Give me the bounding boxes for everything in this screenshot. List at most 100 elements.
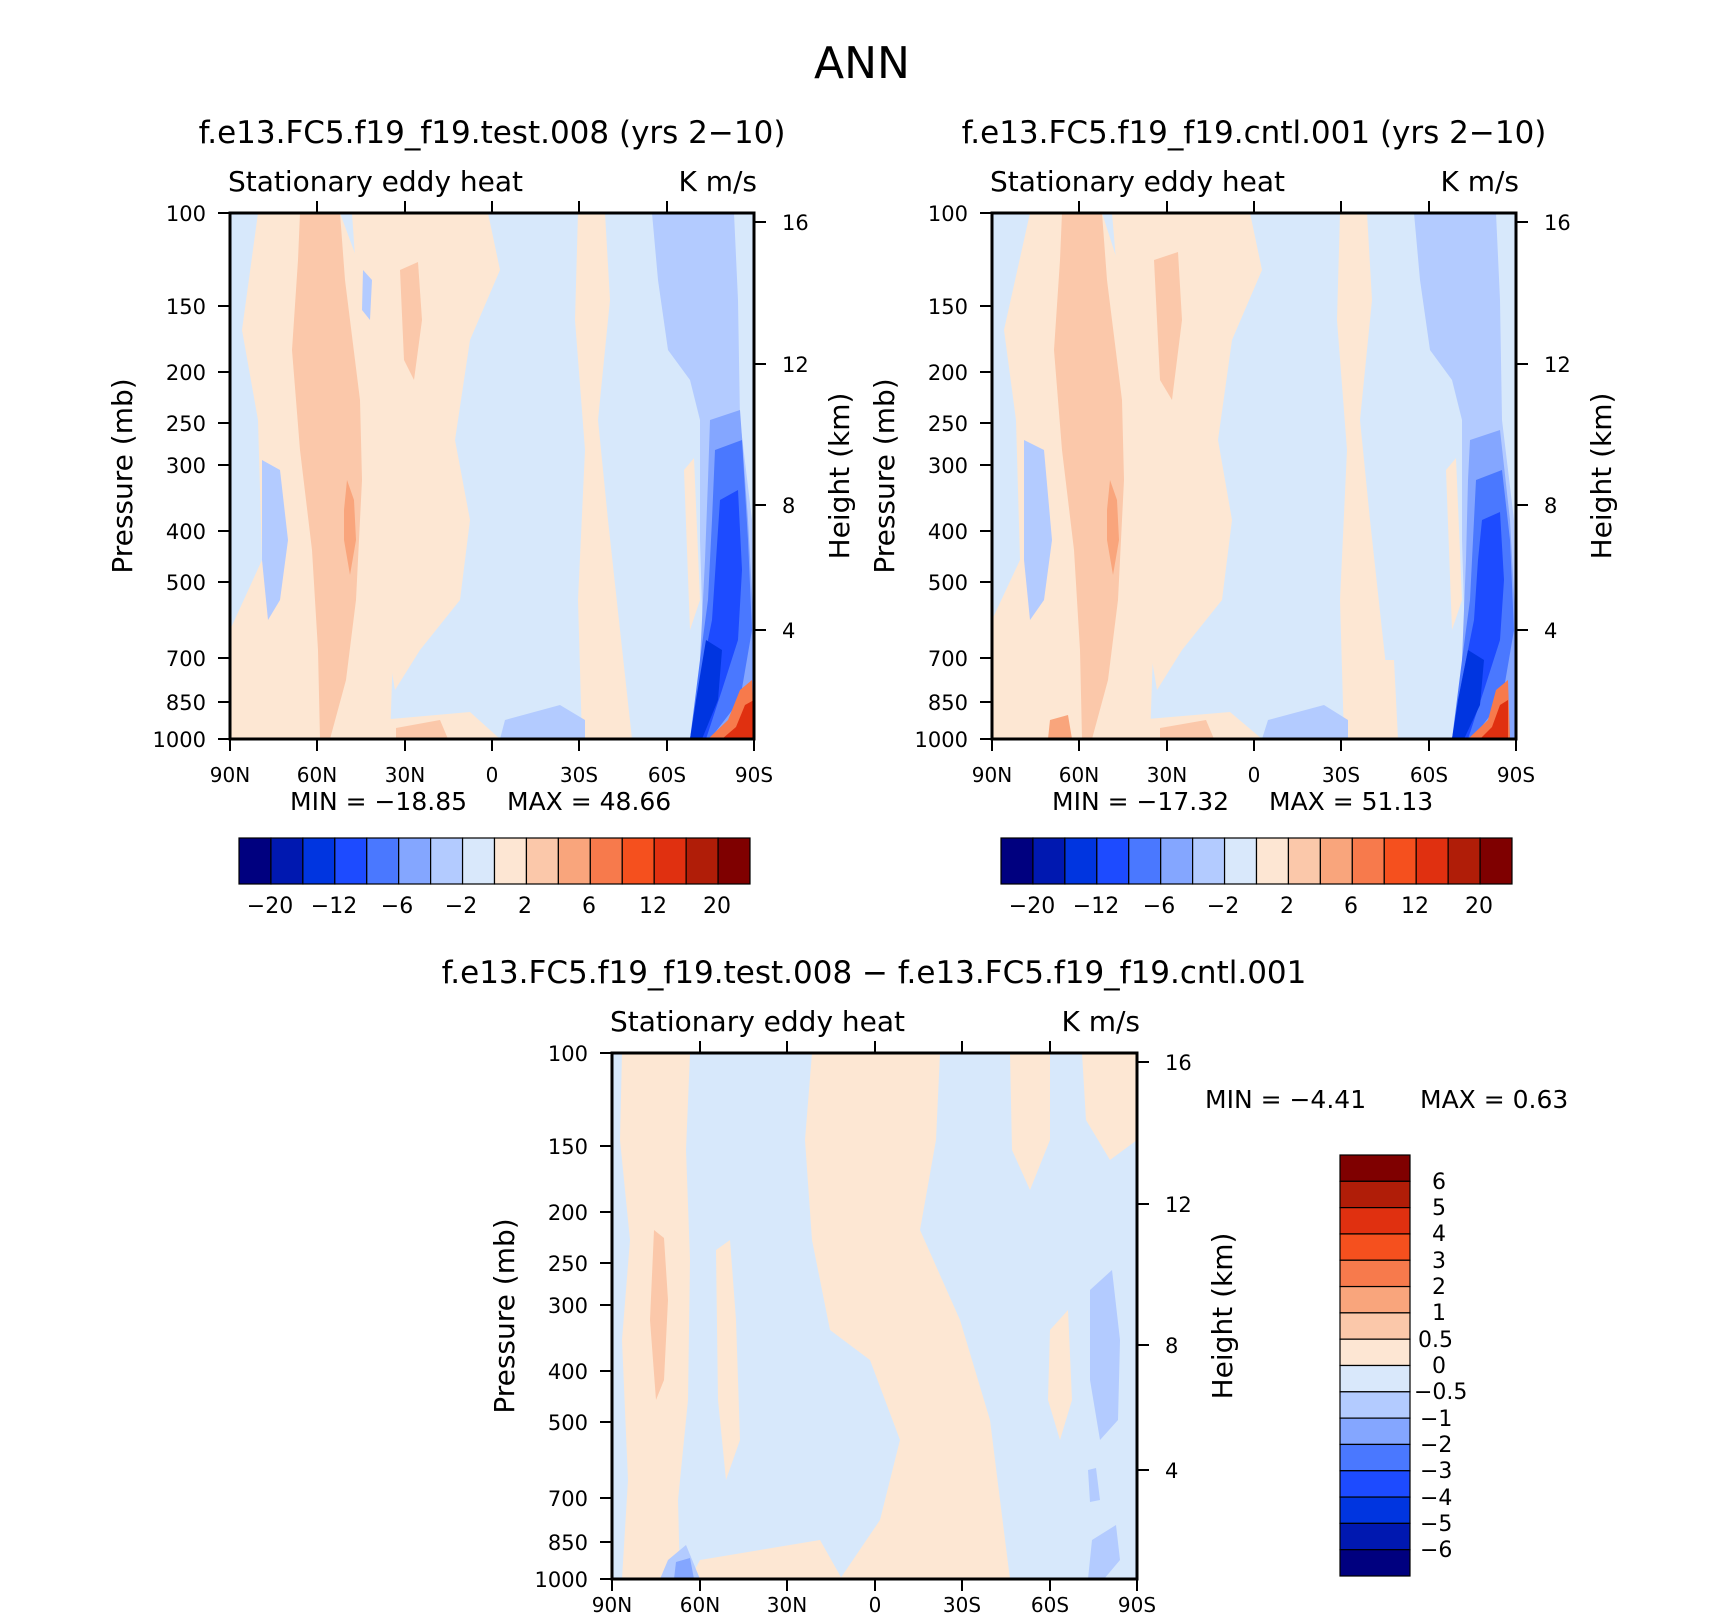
colorbar-label: 6 xyxy=(1344,894,1358,919)
colorbar-swatch xyxy=(1339,1154,1411,1182)
colorbar-label: 2 xyxy=(1280,894,1294,919)
max-value-label: MAX = 0.63 xyxy=(1420,1085,1568,1114)
y-tick-labels-right: 16 12 8 4 xyxy=(1165,1051,1192,1483)
y-tick-label: 300 xyxy=(166,454,206,478)
contour-salmon xyxy=(650,1230,668,1400)
contour-salmon xyxy=(1154,252,1182,400)
x-tick-label: 60N xyxy=(297,763,337,787)
x-tick-label: 30N xyxy=(385,763,425,787)
colorbar-swatch xyxy=(430,837,464,885)
colorbar-swatch xyxy=(1064,837,1098,885)
height-tick-label: 16 xyxy=(1544,211,1571,235)
height-tick-label: 8 xyxy=(1544,494,1557,518)
contour-salmon xyxy=(1160,720,1214,739)
x-tick-label: 30S xyxy=(943,1593,981,1616)
y-tick-label: 100 xyxy=(548,1042,588,1066)
x-tick-label: 30N xyxy=(767,1593,807,1616)
contour-light-blue xyxy=(500,705,585,739)
min-value-label: MIN = −17.32 xyxy=(1052,787,1229,816)
contour-peach xyxy=(352,213,500,690)
min-value-label: MIN = −4.41 xyxy=(1205,1085,1366,1114)
y-tick-label: 250 xyxy=(548,1252,588,1276)
x-tick-label: 0 xyxy=(869,1593,882,1616)
colorbar-swatch xyxy=(685,837,719,885)
y-tick-label: 300 xyxy=(548,1294,588,1318)
colorbar-swatch xyxy=(1415,837,1449,885)
colorbar-label: −6 xyxy=(1420,1538,1452,1563)
y-tick-label: 200 xyxy=(928,361,968,385)
contour-field xyxy=(992,213,1516,739)
colorbar-label: 0.5 xyxy=(1418,1328,1453,1353)
panel-title: f.e13.FC5.f19_f19.test.008 (yrs 2−10) xyxy=(199,115,786,151)
colorbar-label: −6 xyxy=(1143,894,1175,919)
colorbar-vertical xyxy=(1339,1154,1411,1577)
contour-peach xyxy=(1376,660,1398,739)
colorbar-label: −5 xyxy=(1420,1512,1452,1537)
y-tick-label: 500 xyxy=(928,571,968,595)
contour-peach xyxy=(575,213,632,739)
panel-title: f.e13.FC5.f19_f19.cntl.001 (yrs 2−10) xyxy=(962,115,1547,151)
contour-peach xyxy=(1048,1310,1072,1440)
colorbar-labels: −20 −12 −6 −2 2 6 12 20 xyxy=(247,894,731,919)
x-tick-label: 60N xyxy=(1059,763,1099,787)
panel-control: f.e13.FC5.f19_f19.cntl.001 (yrs 2−10) St… xyxy=(868,115,1618,919)
y-ticks-left xyxy=(218,212,230,740)
colorbar-label: −4 xyxy=(1420,1486,1452,1511)
colorbar-swatch xyxy=(1339,1207,1411,1235)
contour-salmon xyxy=(396,720,448,739)
colorbar-swatch xyxy=(1287,837,1321,885)
contour-mid-blue xyxy=(674,1558,694,1579)
x-tick-label: 90S xyxy=(1118,1593,1156,1616)
colorbar-swatch xyxy=(238,837,272,885)
colorbar-label: 12 xyxy=(1401,894,1429,919)
colorbar-label: 2 xyxy=(518,894,532,919)
contour-light-blue xyxy=(1088,1525,1120,1579)
y-tick-label: 1000 xyxy=(535,1568,588,1592)
contour-peach xyxy=(1082,1053,1137,1160)
x-tick-labels: 90N 60N 30N 0 30S 60S 90S xyxy=(592,1593,1156,1616)
y-tick-label: 850 xyxy=(548,1531,588,1555)
x-tick-label: 90S xyxy=(1497,763,1535,787)
x-tick-label: 30S xyxy=(1322,763,1360,787)
colorbar-swatch xyxy=(525,837,559,885)
max-value-label: MAX = 51.13 xyxy=(1269,787,1433,816)
colorbar-swatch xyxy=(1319,837,1353,885)
y-tick-label: 700 xyxy=(548,1487,588,1511)
y-tick-labels-right: 16 12 8 4 xyxy=(1544,211,1571,643)
colorbar-swatch xyxy=(1339,1285,1411,1314)
max-value-label: MAX = 48.66 xyxy=(507,787,671,816)
contour-salmon-core xyxy=(1107,480,1119,575)
colorbar-labels: 6 5 4 3 2 1 0.5 0 −0.5 −1 −2 −3 −4 −5 −6 xyxy=(1414,1170,1467,1563)
y-ticks-left xyxy=(980,212,992,740)
colorbar-swatch xyxy=(1339,1496,1411,1524)
colorbar-swatch xyxy=(398,837,432,885)
y-ticks-right xyxy=(754,221,766,631)
colorbar-swatch xyxy=(1339,1259,1411,1288)
y-tick-label: 150 xyxy=(548,1135,588,1159)
colorbar-swatch xyxy=(1192,837,1226,885)
y-tick-label: 100 xyxy=(928,202,968,226)
colorbar-swatch xyxy=(302,837,336,885)
colorbar-swatch xyxy=(1339,1417,1411,1446)
colorbar-labels: −20 −12 −6 −2 2 6 12 20 xyxy=(1009,894,1493,919)
colorbar-label: 20 xyxy=(1465,894,1493,919)
x-ticks xyxy=(611,1041,1138,1591)
colorbar-label: −2 xyxy=(1207,894,1239,919)
colorbar-label: −12 xyxy=(311,894,357,919)
contour-red-corner-core xyxy=(1480,700,1508,739)
colorbar-label: 12 xyxy=(639,894,667,919)
panel-subtitle-right: K m/s xyxy=(1061,1005,1140,1038)
x-tick-label: 90N xyxy=(210,763,250,787)
contour-peach xyxy=(805,1053,1010,1579)
y-tick-label: 400 xyxy=(548,1360,588,1384)
height-tick-label: 4 xyxy=(782,619,795,643)
colorbar-swatch xyxy=(1339,1470,1411,1498)
y-tick-label: 250 xyxy=(928,412,968,436)
y-tick-label: 500 xyxy=(548,1411,588,1435)
colorbar-label: 20 xyxy=(703,894,731,919)
colorbar-swatch xyxy=(1339,1338,1411,1367)
panel-subtitle-left: Stationary eddy heat xyxy=(990,165,1285,198)
contour-peach xyxy=(1446,458,1462,630)
x-tick-label: 90N xyxy=(972,763,1012,787)
